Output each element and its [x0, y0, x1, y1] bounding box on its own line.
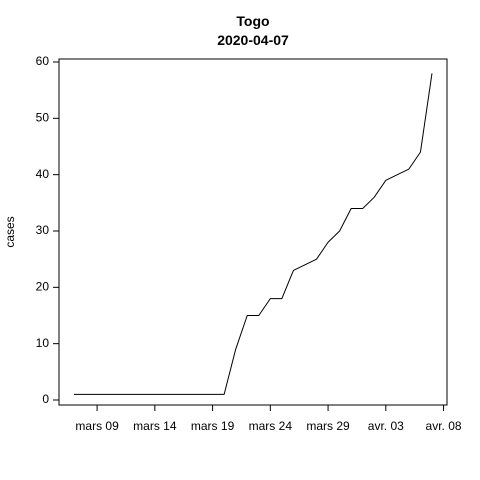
y-tick-label: 0	[42, 392, 49, 406]
x-tick-label: mars 14	[133, 419, 177, 433]
x-tick-label: avr. 08	[426, 419, 462, 433]
x-tick-label: mars 09	[75, 419, 119, 433]
chart-title: Togo	[236, 13, 269, 29]
y-tick-label: 40	[36, 167, 50, 181]
plot-frame	[58, 58, 448, 406]
y-axis-label: cases	[3, 216, 17, 247]
x-tick-label: avr. 03	[368, 419, 404, 433]
series-line	[74, 73, 433, 395]
chart-subtitle: 2020-04-07	[217, 32, 289, 48]
series-layer	[74, 73, 433, 395]
y-tick-label: 60	[36, 54, 50, 68]
y-tick-label: 50	[36, 111, 50, 125]
x-axis: mars 09 mars 14 mars 19 mars 24 mars 29 avr. …	[75, 405, 462, 433]
x-tick-label: mars 19	[191, 419, 235, 433]
y-tick-label: 20	[36, 280, 50, 294]
x-tick-label: mars 29	[306, 419, 350, 433]
y-tick-label: 30	[36, 223, 50, 237]
y-axis: 0 10 20 30 40 50 60	[36, 54, 59, 406]
y-tick-label: 10	[36, 336, 50, 350]
x-tick-label: mars 24	[249, 419, 293, 433]
